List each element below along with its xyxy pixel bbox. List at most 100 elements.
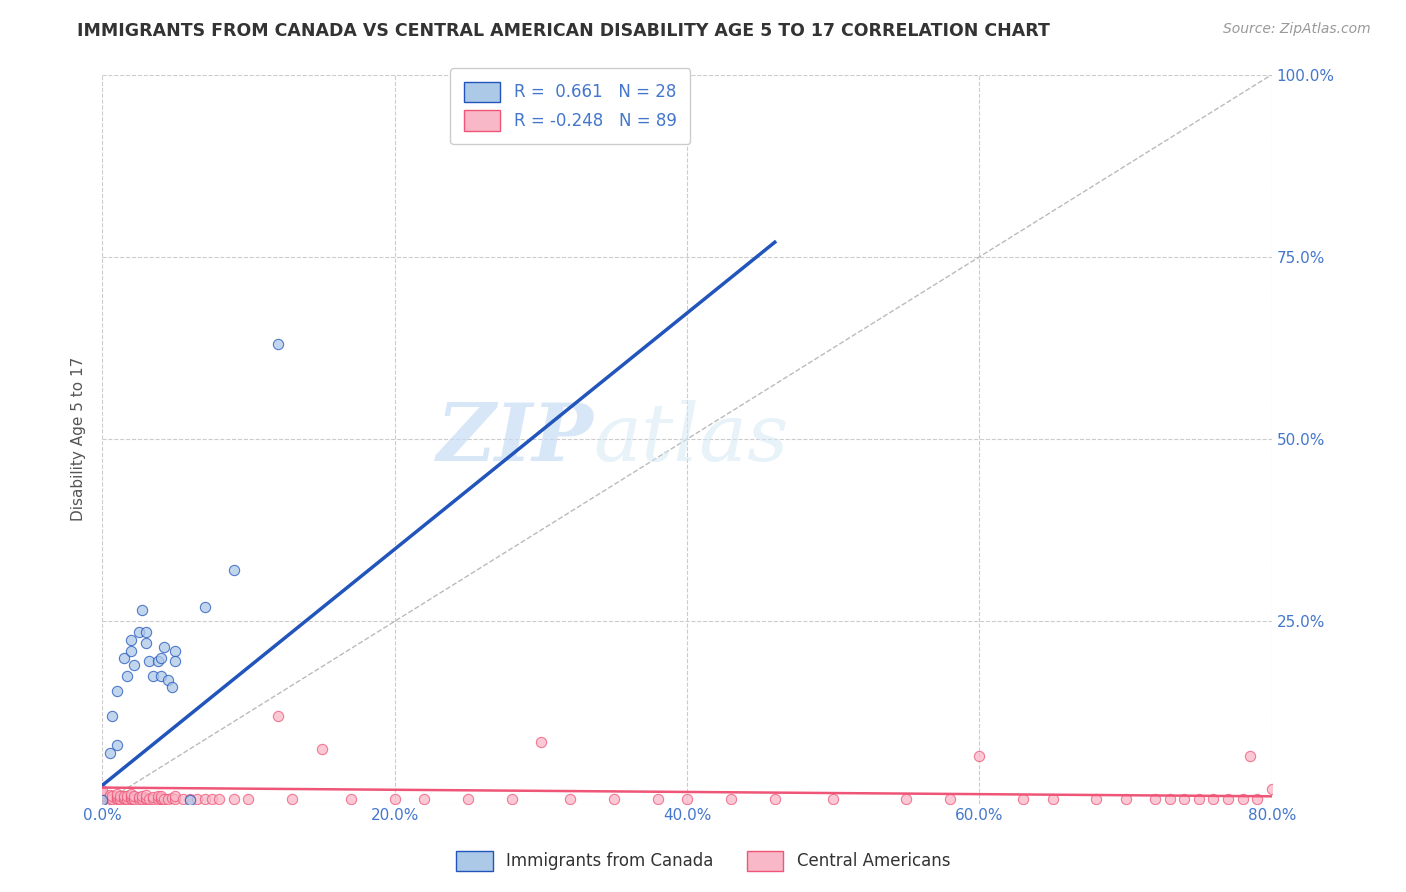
Point <box>91 789 114 804</box>
Point <box>1188 791 1211 805</box>
Point <box>1159 791 1181 805</box>
Point <box>165 791 187 805</box>
Point <box>266 337 288 351</box>
Point <box>124 791 146 805</box>
Point <box>149 669 172 683</box>
Point <box>152 640 174 654</box>
Point <box>1202 792 1225 806</box>
Y-axis label: Disability Age 5 to 17: Disability Age 5 to 17 <box>72 357 86 521</box>
Point <box>115 791 138 805</box>
Point <box>131 791 153 805</box>
Point <box>149 650 172 665</box>
Point <box>149 792 172 806</box>
Point <box>101 791 124 805</box>
Point <box>647 791 669 805</box>
Point <box>165 643 187 657</box>
Point <box>128 625 150 640</box>
Point <box>142 669 165 683</box>
Point <box>105 789 128 804</box>
Point <box>179 793 201 807</box>
Point <box>222 563 245 577</box>
Point <box>131 789 153 804</box>
Point <box>91 793 114 807</box>
Point <box>115 789 138 804</box>
Point <box>91 790 114 805</box>
Point <box>98 746 121 760</box>
Point <box>91 783 114 797</box>
Text: atlas: atlas <box>593 401 789 478</box>
Point <box>146 789 169 804</box>
Point <box>120 787 142 801</box>
Point <box>112 792 135 806</box>
Point <box>142 792 165 806</box>
Point <box>720 791 742 805</box>
Point <box>112 790 135 805</box>
Point <box>763 792 786 806</box>
Point <box>676 791 699 805</box>
Point <box>115 669 138 683</box>
Point <box>124 789 146 804</box>
Point <box>558 791 581 805</box>
Point <box>135 625 157 640</box>
Point <box>120 632 142 647</box>
Point <box>1239 749 1261 764</box>
Point <box>138 791 160 805</box>
Point <box>1246 791 1268 805</box>
Point <box>162 680 184 694</box>
Point <box>105 787 128 801</box>
Point <box>969 749 991 764</box>
Point <box>193 599 215 614</box>
Point <box>105 790 128 805</box>
Point <box>120 790 142 805</box>
Point <box>108 789 131 804</box>
Point <box>105 792 128 806</box>
Text: IMMIGRANTS FROM CANADA VS CENTRAL AMERICAN DISABILITY AGE 5 TO 17 CORRELATION CH: IMMIGRANTS FROM CANADA VS CENTRAL AMERIC… <box>77 22 1050 40</box>
Point <box>128 792 150 806</box>
Point <box>149 790 172 805</box>
Point <box>1085 791 1108 805</box>
Point <box>457 791 479 805</box>
Point <box>135 788 157 802</box>
Point <box>1261 782 1284 797</box>
Text: Source: ZipAtlas.com: Source: ZipAtlas.com <box>1223 22 1371 37</box>
Point <box>208 791 231 805</box>
Point <box>149 789 172 803</box>
Point <box>128 790 150 805</box>
Point <box>172 792 194 806</box>
Point <box>101 789 124 803</box>
Point <box>603 792 626 806</box>
Point <box>91 793 114 807</box>
Point <box>156 673 179 687</box>
Point <box>120 643 142 657</box>
Point <box>179 791 201 805</box>
Point <box>120 792 142 806</box>
Point <box>120 789 142 804</box>
Legend: R =  0.661   N = 28, R = -0.248   N = 89: R = 0.661 N = 28, R = -0.248 N = 89 <box>450 69 690 144</box>
Point <box>124 658 146 673</box>
Point <box>281 792 304 806</box>
Point <box>112 650 135 665</box>
Point <box>339 792 361 806</box>
Point <box>112 789 135 803</box>
Point <box>135 792 157 806</box>
Point <box>108 791 131 805</box>
Point <box>412 792 434 806</box>
Point <box>152 791 174 805</box>
Point <box>1216 791 1239 805</box>
Point <box>1012 791 1035 805</box>
Point <box>98 788 121 802</box>
Point <box>939 791 962 805</box>
Point <box>162 790 184 805</box>
Point <box>311 742 333 756</box>
Point <box>1173 792 1195 806</box>
Point <box>142 790 165 805</box>
Point <box>165 655 187 669</box>
Text: ZIP: ZIP <box>437 401 593 478</box>
Point <box>105 683 128 698</box>
Point <box>101 709 124 723</box>
Point <box>1042 792 1064 806</box>
Point <box>266 709 288 723</box>
Point <box>138 655 160 669</box>
Point <box>98 790 121 805</box>
Point <box>146 655 169 669</box>
